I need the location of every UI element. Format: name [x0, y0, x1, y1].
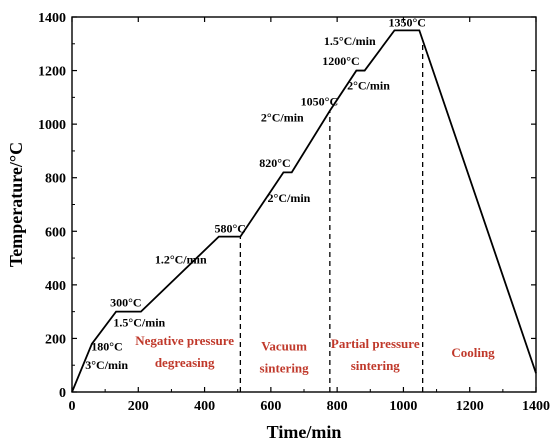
annotation-label: 2°C/min	[347, 78, 390, 92]
x-tick-label: 200	[128, 399, 149, 414]
annotation-label: 580°C	[215, 222, 246, 236]
annotation-label: 1.5°C/min	[113, 315, 165, 329]
stage-divider-layer	[239, 40, 424, 392]
tick-layer: 0 200 400 600 800 1000 1200 1400 0 200 400 600 800 10…	[38, 11, 550, 414]
annotation-label: 1.5°C/min	[324, 34, 376, 48]
x-tick-label: 400	[194, 399, 215, 414]
stage-label: Negative pressure	[135, 333, 234, 348]
y-tick-label: 400	[45, 279, 66, 294]
stage-label: sintering	[260, 360, 310, 375]
annotation-label: 1200°C	[322, 54, 359, 68]
stage-label-layer: Negative pressure degreasing Vacuum sinteri…	[135, 333, 495, 375]
y-tick-label: 800	[45, 172, 66, 187]
y-tick-label: 600	[45, 225, 66, 240]
y-tick-label: 0	[59, 386, 66, 401]
annotation-label: 2°C/min	[268, 191, 311, 205]
y-axis-title: Temperature/°C	[6, 142, 26, 267]
y-tick-label: 1400	[38, 11, 66, 26]
x-tick-label: 1400	[522, 399, 550, 414]
stage-label: Vacuum	[261, 338, 307, 353]
annotation-label: 300°C	[110, 295, 141, 309]
x-tick-label: 1000	[389, 399, 417, 414]
annotation-label: 1350°C	[389, 15, 426, 29]
annotation-label: 3°C/min	[85, 358, 128, 372]
annotation-label: 1050°C	[301, 94, 338, 108]
series-layer	[71, 29, 537, 393]
temperature-profile-line	[71, 29, 537, 393]
stage-label: degreasing	[155, 355, 215, 370]
y-tick-label: 200	[45, 332, 66, 347]
annotation-label: 2°C/min	[261, 110, 304, 124]
x-axis-title: Time/min	[267, 422, 342, 442]
stage-label: sintering	[351, 358, 401, 373]
stage-label: Cooling	[451, 345, 495, 360]
stage-label: Partial pressure	[331, 336, 420, 351]
x-tick-label: 0	[69, 399, 76, 414]
x-tick-label: 1200	[456, 399, 484, 414]
annotation-label: 1.2°C/min	[155, 252, 207, 266]
y-tick-label: 1000	[38, 118, 66, 133]
annotation-label: 820°C	[259, 156, 290, 170]
x-tick-label: 600	[260, 399, 281, 414]
x-tick-label: 800	[327, 399, 348, 414]
y-tick-label: 1200	[38, 65, 66, 80]
annotation-label: 180°C	[91, 339, 122, 353]
annotation-layer: 180°C 3°C/min 300°C 1.5°C/min 1.2°C/min 580°C…	[85, 15, 426, 372]
